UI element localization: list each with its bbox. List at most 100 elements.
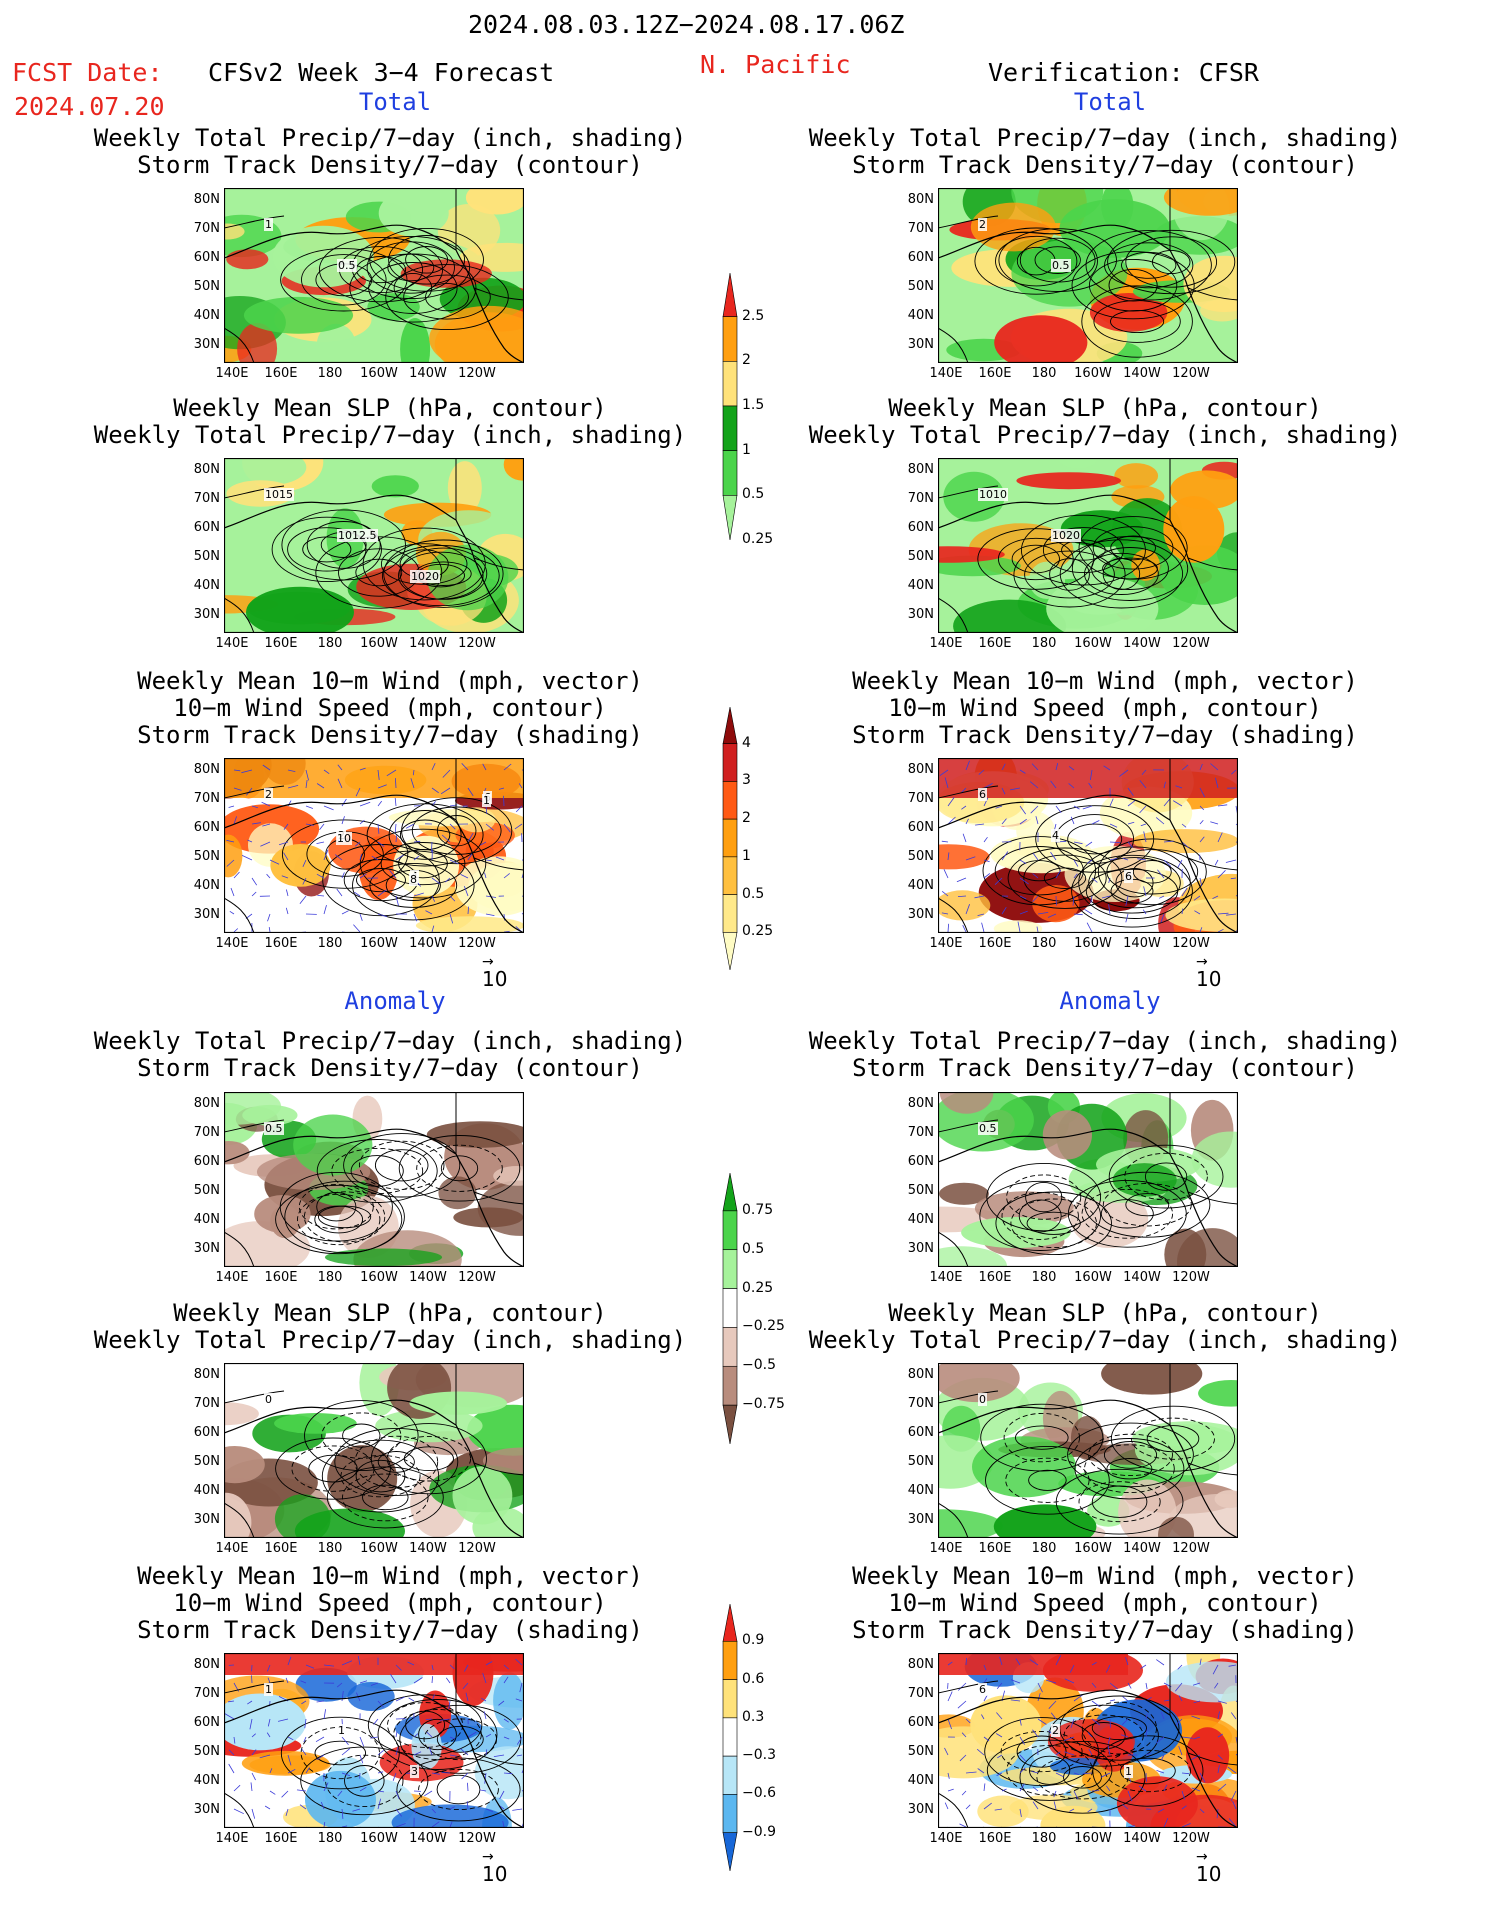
lat-label: 80N [907,1657,934,1672]
wind-vector [264,1805,271,1810]
wind-vector [408,1697,415,1702]
contour-line [1015,1425,1069,1450]
wind-vector [448,1700,451,1710]
lon-label: 180 [1031,1270,1057,1285]
wind-vector [377,913,388,918]
wind-vector [1070,816,1075,825]
contour-line [1091,1485,1148,1518]
wind-vector [1073,1694,1084,1702]
wind-vector [251,1749,257,1756]
contour-line [358,1140,445,1190]
shading-blob [327,1445,398,1513]
contour-label: 10 [336,832,352,845]
lon-label: 180 [317,1831,343,1846]
wind-vector [316,873,325,879]
wind-vector [947,1661,953,1666]
wind-vector [994,1808,1003,1811]
wind-vector [316,1700,325,1703]
shading-blob [391,1804,509,1828]
wind-vector [395,1747,399,1756]
shading-blob [293,1114,373,1176]
wind-vector [962,925,967,933]
wind-vector [1145,1682,1148,1690]
coastline [938,224,1238,363]
wind-vector [944,1747,949,1756]
wind-vector [341,1825,348,1828]
lon-label: 160W [1074,366,1112,381]
lon-label: 160W [360,1541,398,1556]
wind-vector [1050,780,1057,789]
wind-vector [516,1754,523,1757]
wind-vector [439,1718,451,1721]
contour-line [1026,1211,1081,1235]
contour-line [325,1754,404,1808]
contour-line [362,1484,409,1511]
shading-blob [1132,829,1238,854]
wind-vector [957,1682,967,1691]
lon-label: 180 [1031,936,1057,951]
lat-label: 70N [907,221,934,236]
contour-line [316,1192,357,1222]
lon-label: 180 [1031,366,1057,381]
contour-line [994,846,1084,896]
shading-blob [347,1682,395,1711]
lat-label: 40N [907,1773,934,1788]
shading-blob [1116,1776,1198,1828]
contour-line [1078,846,1191,919]
wind-vector [1181,1772,1190,1775]
wind-vector [947,1691,953,1702]
wind-vector [371,855,379,861]
map-panel-r6-left [224,1653,524,1828]
contour-line [304,1400,419,1472]
shading-blob [438,1176,477,1210]
contour-line [418,1718,457,1751]
coastline [938,1689,1238,1828]
wind-vector [499,1790,505,1800]
wind-vector [1072,895,1075,906]
wind-vector [431,895,436,902]
contour-line [986,1162,1102,1232]
wind-vector [1175,1718,1183,1726]
wind-vector [1121,1718,1129,1725]
lon-label: 160E [978,1831,1012,1846]
wind-vector [1048,1700,1057,1709]
wind-vector [1120,1734,1129,1738]
wind-vector [337,778,343,789]
wind-vector [1091,1662,1097,1666]
shading-blob [237,322,278,363]
lon-label: 140W [1123,1270,1161,1285]
wind-vector [1214,1682,1219,1689]
contour-line [381,545,500,607]
contour-line [1028,1469,1067,1491]
contour-line [1110,535,1156,561]
wind-vector [1178,1745,1183,1756]
contour-line [1107,229,1236,295]
contour-line [995,1191,1112,1256]
wind-vector [974,895,985,899]
contour-line [1125,1193,1170,1217]
wind-vector [515,1698,523,1702]
wind-vector [1127,841,1134,849]
wind-vector [1139,805,1147,814]
wind-vector [1138,1785,1147,1792]
contour-line [1103,1441,1158,1469]
wind-vector [947,1718,952,1730]
contour-line [1024,550,1115,599]
shading-blob [482,1447,524,1474]
vector-reference: → 10 [1196,955,1221,991]
wind-vector [1217,832,1223,843]
wind-vector [484,872,487,879]
lon-label: 120W [1172,636,1210,651]
contour-line [355,558,403,587]
lat-label: 50N [907,849,934,864]
wind-vector [413,1733,419,1738]
wind-vector [359,853,363,861]
wind-vector [449,1754,457,1757]
colorbar-segment [722,1172,738,1212]
vector-ref-value: 10 [482,1862,508,1886]
wind-vector [1226,913,1237,916]
fcst-date-label: FCST Date: [12,58,163,87]
contour-line [349,253,477,323]
lon-label: 140E [929,1541,963,1556]
wind-vector [1199,805,1205,811]
